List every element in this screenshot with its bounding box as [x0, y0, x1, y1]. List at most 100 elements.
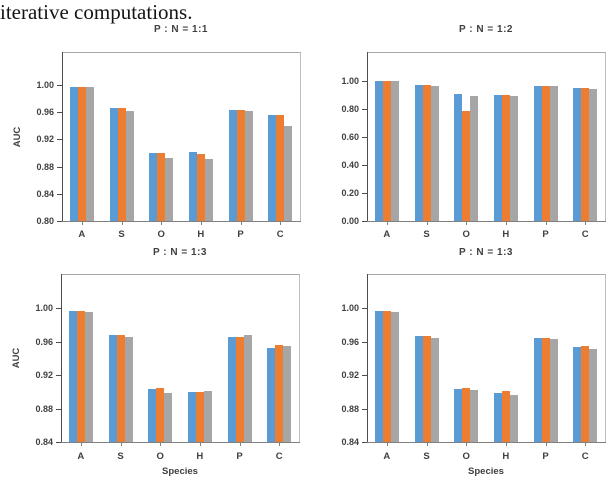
y-axis-tick-label: 0.84 — [35, 437, 53, 447]
x-axis-tick-mark — [505, 222, 507, 225]
y-axis-tick-mark — [362, 165, 367, 167]
category-label: P — [236, 451, 243, 462]
bar-gray — [125, 111, 134, 221]
bar-orange — [235, 336, 244, 442]
y-axis-tick-label: 0.20 — [341, 188, 359, 198]
x-axis-tick-mark — [426, 222, 428, 225]
bar-orange — [541, 338, 550, 442]
bar-gray — [549, 86, 558, 221]
bar-blue — [68, 310, 77, 442]
y-axis-tick-label: 0.96 — [341, 336, 359, 347]
y-axis-tick-mark — [362, 408, 367, 410]
category-label: A — [77, 451, 85, 462]
category-label: C — [581, 451, 589, 462]
plot-area — [62, 52, 301, 222]
bar-gray — [85, 87, 94, 221]
x-axis-tick-mark — [466, 443, 468, 446]
bar-orange — [501, 95, 510, 221]
bar-blue — [374, 81, 383, 221]
bar-orange — [275, 345, 284, 442]
bar-gray — [164, 392, 173, 442]
y-axis-tick-mark — [362, 375, 367, 377]
bar-blue — [374, 310, 383, 442]
bar-blue — [414, 85, 423, 221]
x-axis-tick-mark — [545, 443, 547, 446]
paragraph-text: iterative computations. — [0, 0, 193, 24]
category-label: O — [157, 229, 165, 240]
y-axis-tick-mark — [56, 442, 61, 443]
y-axis-tick-mark — [362, 81, 367, 83]
chart-title: P : N = 1:2 — [459, 24, 513, 35]
y-axis-label: AUC — [12, 126, 23, 147]
bar-blue — [187, 391, 196, 442]
y-axis-tick-mark — [57, 112, 62, 113]
x-axis-tick-mark — [161, 222, 163, 225]
y-axis-tick-label: 0.92 — [36, 134, 54, 145]
x-axis-label: Species — [162, 466, 198, 477]
y-axis-tick-mark — [362, 137, 367, 139]
x-axis-tick-mark — [240, 222, 242, 225]
x-axis-tick-mark — [386, 222, 388, 225]
bar-gray — [549, 339, 558, 442]
bar-orange — [581, 345, 590, 442]
category-label: H — [196, 451, 204, 462]
y-axis-tick-mark — [57, 166, 62, 168]
bar-gray — [84, 311, 93, 442]
x-axis-tick-mark — [120, 443, 122, 446]
x-axis-line — [367, 442, 606, 443]
x-axis-tick-mark — [80, 443, 82, 446]
bar-blue — [493, 392, 502, 442]
category-label: O — [462, 229, 470, 240]
bar-orange — [382, 310, 391, 442]
x-axis-tick-mark — [200, 222, 202, 225]
bar-blue — [69, 86, 78, 221]
bar-gray — [430, 337, 439, 442]
chart-title: P : N = 1:3 — [459, 247, 513, 258]
category-label: H — [197, 229, 205, 240]
y-axis-tick-label: 0.80 — [36, 216, 54, 226]
x-axis-tick-mark — [585, 443, 587, 446]
bar-gray — [509, 395, 518, 442]
chart-title: P : N = 1:1 — [154, 24, 208, 35]
bar-blue — [109, 107, 118, 221]
bar-orange — [195, 391, 204, 442]
bar-gray — [589, 88, 598, 221]
category-label: S — [423, 451, 430, 462]
y-axis-label: AUC — [11, 347, 22, 369]
y-axis-tick-label: 1.00 — [341, 76, 359, 87]
bar-blue — [533, 86, 542, 221]
category-label: P — [542, 229, 549, 240]
bar-orange — [156, 387, 165, 442]
x-axis-tick-mark — [160, 443, 162, 446]
bar-orange — [76, 310, 85, 442]
plot-area — [367, 52, 606, 222]
x-axis-label: Species — [468, 466, 504, 477]
y-axis-tick-mark — [362, 109, 367, 111]
bar-gray — [244, 110, 253, 221]
y-axis-tick-mark — [57, 139, 62, 141]
bar-orange — [117, 107, 126, 221]
x-axis-tick-mark — [505, 443, 507, 446]
category-label: C — [276, 229, 284, 240]
x-axis-tick-mark — [466, 222, 468, 225]
y-axis-tick-label: 0.92 — [35, 370, 53, 381]
category-label: O — [156, 451, 164, 462]
x-axis-line — [367, 221, 606, 222]
category-label: P — [542, 451, 549, 462]
y-axis-tick-mark — [362, 341, 367, 343]
bar-orange — [541, 86, 550, 221]
y-axis-line — [367, 274, 368, 443]
bar-gray — [470, 95, 479, 221]
y-axis-tick-mark — [362, 193, 367, 194]
category-label: O — [462, 451, 470, 462]
bar-blue — [573, 346, 582, 442]
bar-blue — [108, 335, 117, 442]
x-axis-tick-mark — [585, 222, 587, 225]
bar-orange — [196, 154, 205, 221]
y-axis-tick-mark — [56, 408, 61, 410]
y-axis-tick-label: 1.00 — [35, 303, 53, 314]
y-axis-tick-mark — [57, 221, 62, 222]
bar-gray — [124, 336, 133, 442]
bar-blue — [227, 336, 236, 442]
bar-blue — [267, 348, 276, 442]
